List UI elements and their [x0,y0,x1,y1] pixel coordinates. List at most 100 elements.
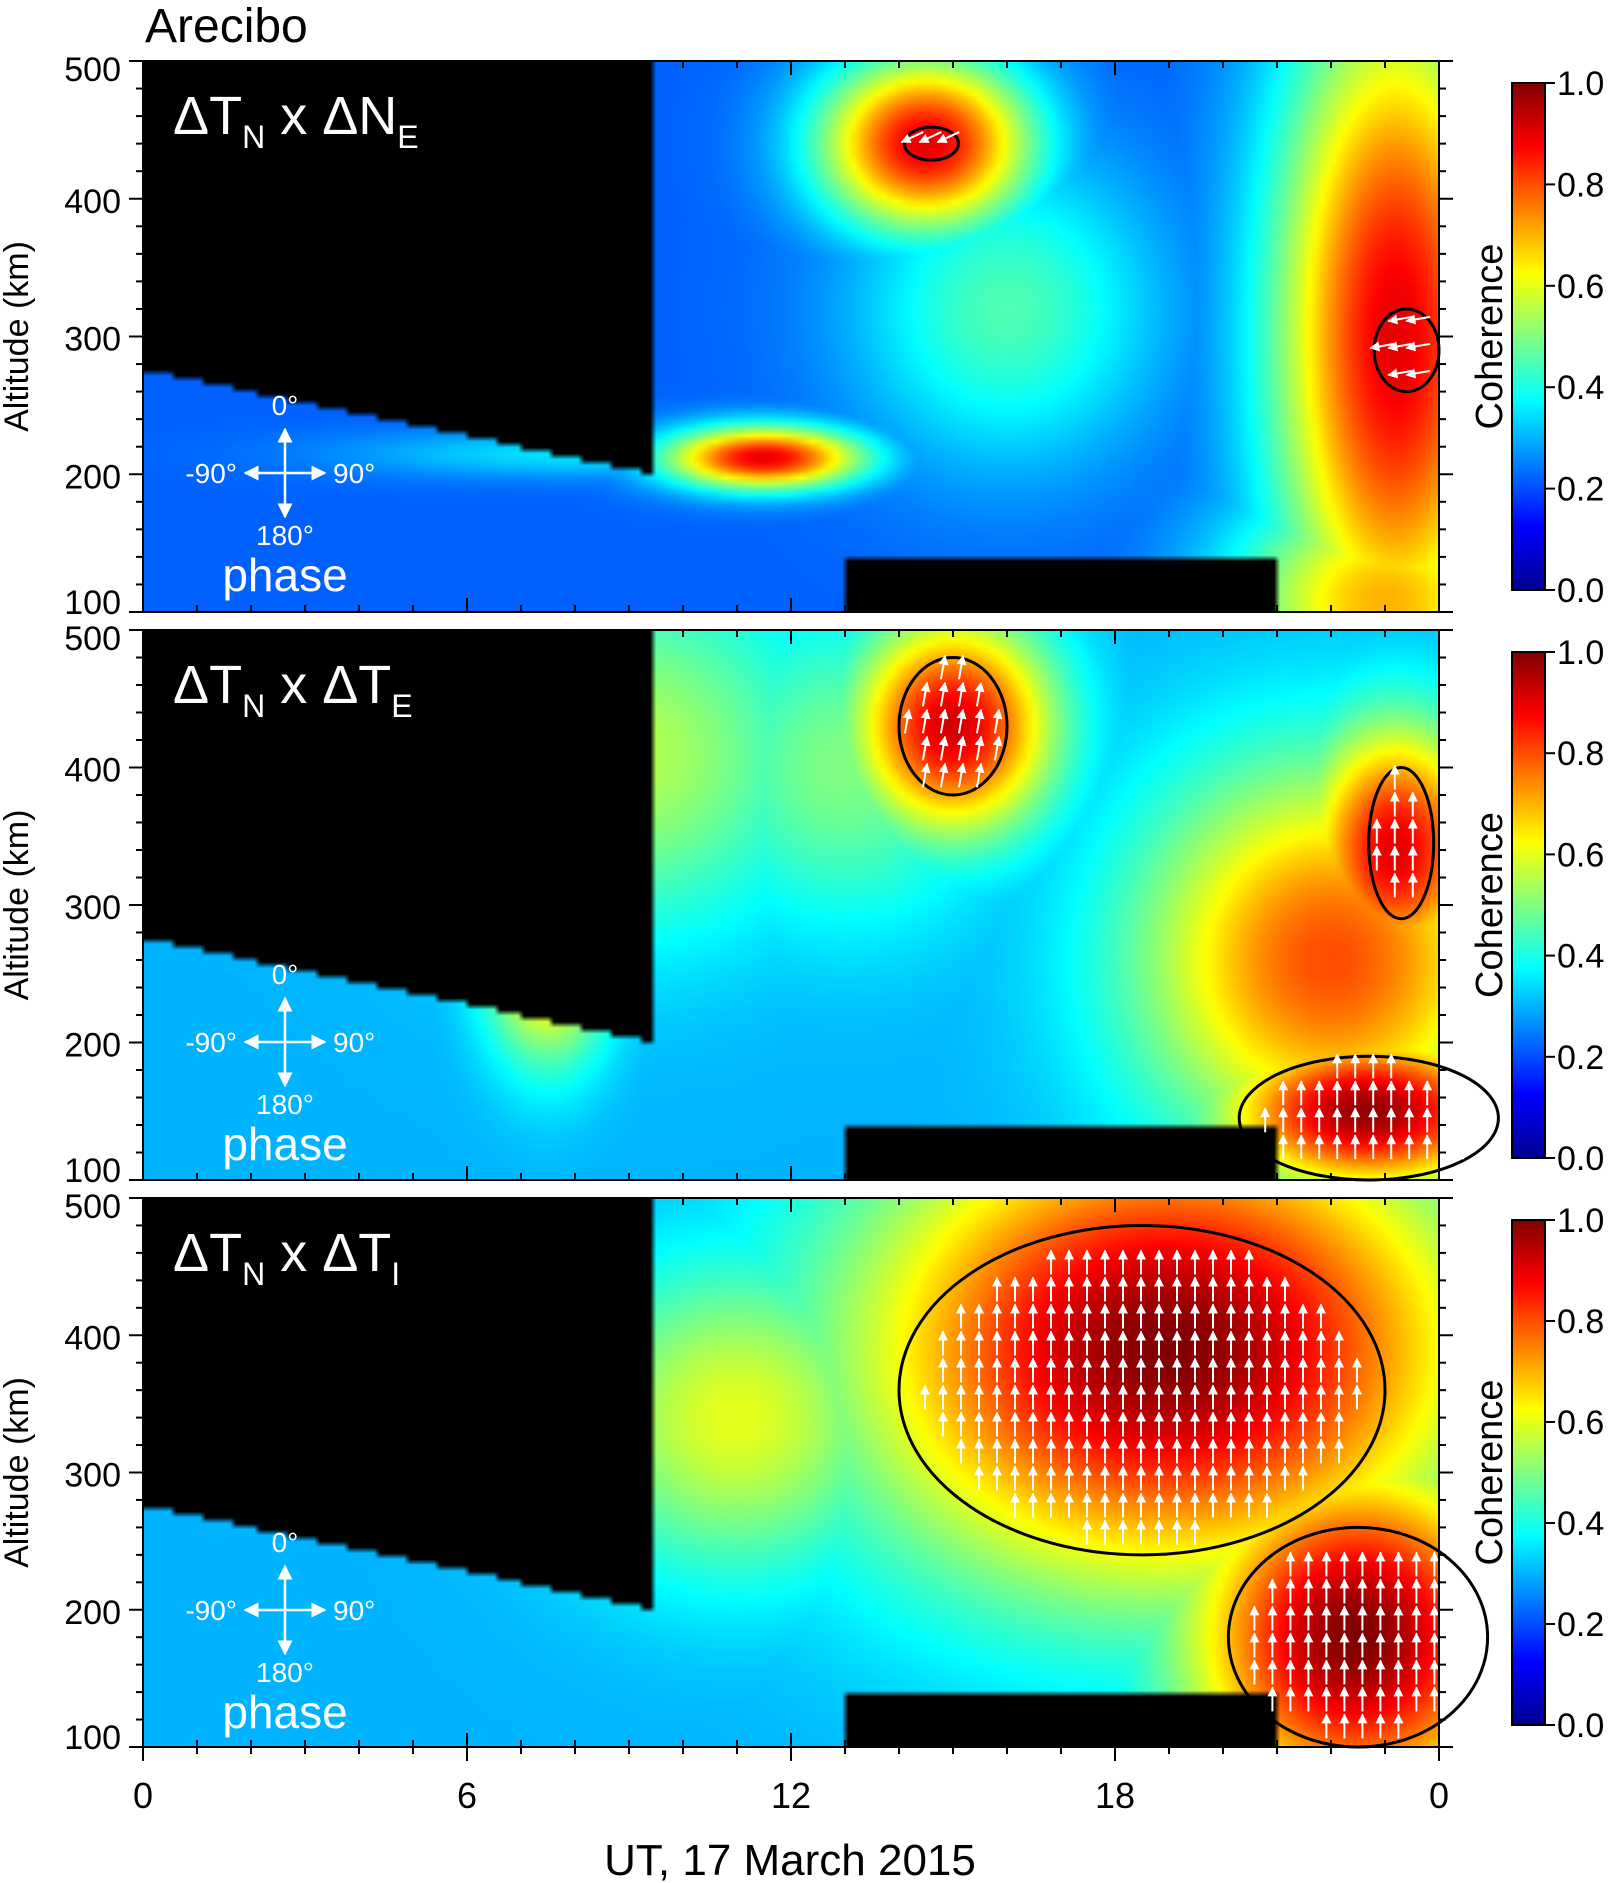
colorbar: 0.0 0.2 0.4 0.6 0.8 1.0 Coherence [1469,634,1604,1178]
phase-arrow [900,131,924,144]
phase-key: 0° 90° -90° 180°phase [185,1527,375,1738]
colorbar-label: Coherence [1469,812,1511,998]
colorbar-tick-label: 0.2 [1557,1606,1604,1644]
colorbar-tick-label: 0.6 [1557,268,1604,306]
y-tick-label: 300 [64,321,121,359]
phase-key: 0° 90° -90° 180°phase [185,390,375,601]
panel-1: 100 200 300 400 500 Altitude (km) ΔTN x ΔNE 0° 9… [0,51,1604,622]
phase-key-left: -90° [185,458,237,489]
phase-arrow [938,681,949,707]
phase-arrow [938,735,949,761]
y-tick-label: 100 [64,584,121,622]
phase-key-left: -90° [185,1027,237,1058]
y-axis-label: Altitude (km) [0,810,36,1001]
y-tick-label: 500 [64,620,121,658]
phase-arrow [1405,368,1431,379]
colorbar-label: Coherence [1469,1380,1511,1566]
significance-contour [897,1223,1387,1557]
station-title: Arecibo [145,0,308,53]
phase-arrow [920,681,931,707]
phase-arrow [1405,341,1431,352]
phase-arrow [1405,314,1431,325]
colorbar-tick-label: 0.0 [1557,572,1604,610]
phase-arrow [956,681,967,707]
phase-key-up: 0° [272,959,299,990]
y-tick-label: 300 [64,1457,121,1495]
x-tick-label: 18 [1095,1775,1135,1816]
phase-key-right: 90° [333,1595,375,1626]
phase-arrow [920,762,931,788]
panel-label: ΔTN x ΔTI [173,1223,400,1292]
y-tick-label: 500 [64,51,121,89]
phase-key-up: 0° [272,1527,299,1558]
phase-arrow [974,681,985,707]
y-tick-label: 300 [64,889,121,927]
phase-key-right: 90° [333,458,375,489]
colorbar-tick-label: 0.0 [1557,1140,1604,1178]
panel-3: 100 200 300 400 500 Altitude (km) ΔTN x ΔTI 0° 9… [0,1188,1604,1757]
panel-2: 100 200 300 400 500 Altitude (km) ΔTN x ΔTE 0° 9… [0,620,1604,1190]
y-tick-label: 100 [64,1152,121,1190]
colorbar-tick-label: 0.4 [1557,1505,1604,1543]
phase-arrow [956,654,967,680]
significance-contour [897,656,1009,797]
panel-label: ΔTN x ΔNE [173,86,419,155]
panels: 100 200 300 400 500 Altitude (km) ΔTN x ΔNE 0° 9… [0,51,1604,1757]
colorbar-gradient [1511,1219,1546,1726]
phase-arrow [956,762,967,788]
y-tick-label: 400 [64,752,121,790]
x-tick-label: 6 [457,1775,477,1816]
heatmap-image [143,630,1439,1180]
x-axis: 0 6 12 18 0 [133,1747,1449,1816]
y-tick-label: 200 [64,1594,121,1632]
phase-key-down: 180° [256,1657,314,1688]
phase-arrow [938,708,949,734]
colorbar-gradient [1511,651,1546,1159]
heatmap-image [143,61,1439,612]
phase-arrow [956,735,967,761]
colorbar-tick-label: 0.4 [1557,369,1604,407]
y-tick-label: 400 [64,1319,121,1357]
phase-arrow [938,762,949,788]
colorbar-tick-label: 0.8 [1557,735,1604,773]
x-tick-label: 0 [133,1775,153,1816]
significance-contour [1367,766,1436,921]
phase-arrow [902,708,913,734]
panel-label: ΔTN x ΔTE [173,655,413,724]
colorbar-tick-label: 0.4 [1557,938,1604,976]
colorbar-tick-label: 1.0 [1557,65,1604,103]
phase-key-down: 180° [256,520,314,551]
colorbar-tick-label: 1.0 [1557,1202,1604,1240]
colorbar-tick-label: 0.2 [1557,1039,1604,1077]
phase-arrow [920,708,931,734]
y-tick-label: 500 [64,1188,121,1226]
heatmap-image [143,1198,1439,1747]
significance-contour [902,125,960,162]
colorbar-gradient [1511,82,1546,591]
colorbar-tick-label: 0.2 [1557,471,1604,509]
phase-key-up: 0° [272,390,299,421]
phase-arrow [974,735,985,761]
phase-key-left: -90° [185,1595,237,1626]
phase-arrow [936,131,960,144]
x-axis-label: UT, 17 March 2015 [604,1836,976,1883]
phase-arrow [956,708,967,734]
phase-key-caption: phase [222,1118,347,1170]
phase-key: 0° 90° -90° 180°phase [185,959,375,1170]
y-tick-label: 100 [64,1719,121,1757]
phase-arrow [974,762,985,788]
colorbar-tick-label: 0.0 [1557,1707,1604,1745]
y-tick-label: 200 [64,458,121,496]
phase-arrow [938,654,949,680]
y-tick-label: 400 [64,183,121,221]
y-tick-label: 200 [64,1027,121,1065]
colorbar-tick-label: 0.6 [1557,836,1604,874]
phase-key-caption: phase [222,1686,347,1738]
phase-arrow [920,735,931,761]
x-tick-label: 0 [1429,1775,1449,1816]
colorbar-tick-label: 0.6 [1557,1404,1604,1442]
colorbar-label: Coherence [1469,244,1511,430]
colorbar: 0.0 0.2 0.4 0.6 0.8 1.0 Coherence [1469,65,1604,610]
y-axis-label: Altitude (km) [0,1377,36,1568]
colorbar-tick-label: 0.8 [1557,1303,1604,1341]
